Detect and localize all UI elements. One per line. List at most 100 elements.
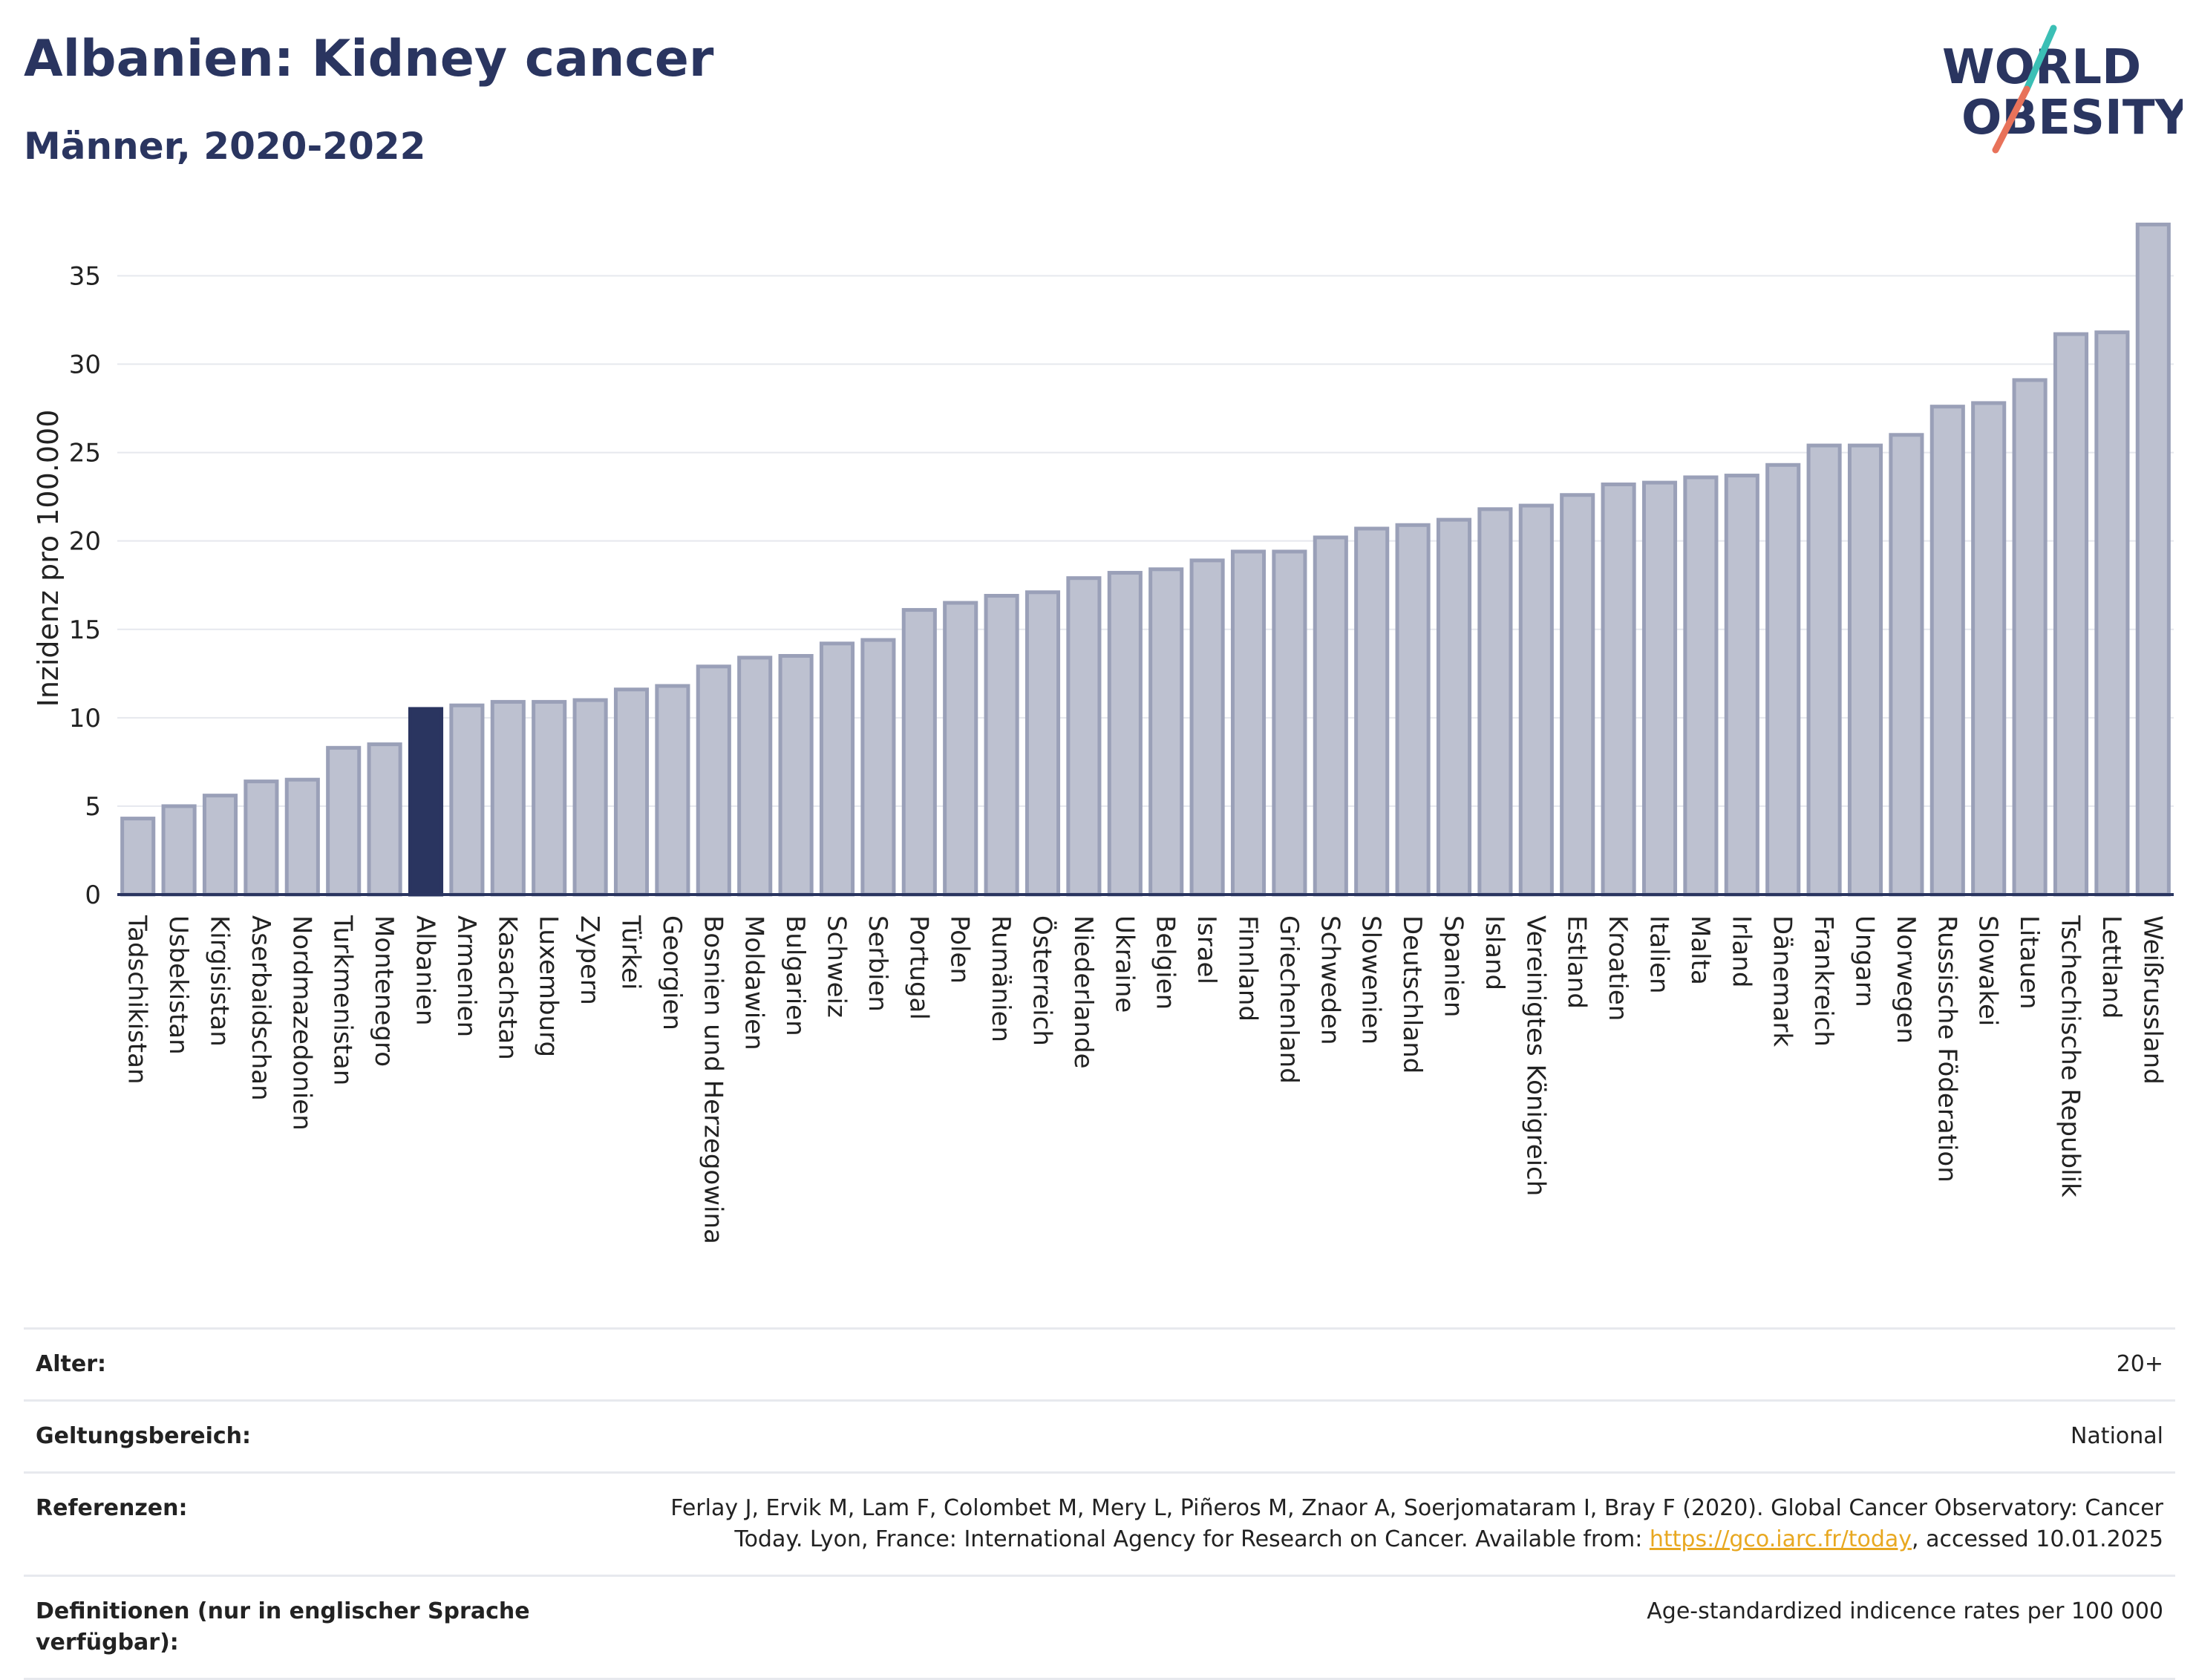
x-tick-label: Bulgarien [780, 915, 810, 1036]
meta-row-scope: Geltungsbereich: National [24, 1399, 2175, 1471]
chart-title: Albanien: Kidney cancer [24, 30, 714, 88]
x-tick-label: Ukraine [1109, 915, 1139, 1013]
bar-bosnien-und-herzegowina [696, 664, 731, 897]
meta-value-definitions: Age-standardized indicence rates per 100… [1647, 1598, 2163, 1624]
bar-israel [1189, 558, 1225, 897]
bar-kroatien [1601, 482, 1636, 897]
x-tick-label: Vereinigtes Königreich [1520, 915, 1550, 1196]
x-tick-label: Moldawien [739, 915, 769, 1050]
meta-label-references: Referenzen: [36, 1495, 188, 1521]
y-tick-label: 25 [69, 439, 101, 468]
reference-accessed: , accessed 10.01.2025 [1912, 1526, 2163, 1552]
meta-row-references: Referenzen: Ferlay J, Ervik M, Lam F, Co… [24, 1471, 2175, 1575]
x-tick-label: Slowenien [1356, 915, 1386, 1045]
bar-schweiz [819, 641, 855, 897]
bar-turkmenistan [326, 745, 362, 897]
bar-armenien [449, 703, 485, 897]
x-tick-label: Türkei [616, 915, 646, 990]
x-tick-label: Ungarn [1850, 915, 1880, 1007]
bar-irland [1724, 474, 1759, 897]
bar-niederlande [1066, 576, 1102, 897]
x-tick-label: Albanien [411, 915, 440, 1026]
bar-griechenland [1272, 549, 1307, 897]
bar-kirgisistan [202, 794, 238, 897]
x-tick-label: Italien [1644, 915, 1674, 994]
bar-vereinigtes-königreich [1518, 503, 1554, 897]
x-tick-label: Norwegen [1891, 915, 1921, 1044]
bar-estland [1560, 493, 1595, 897]
x-tick-label: Russische Föderation [1932, 915, 1961, 1183]
bar-moldawien [737, 656, 773, 897]
x-tick-label: Rumänien [986, 915, 1016, 1042]
x-tick-label: Zypern [575, 915, 604, 1005]
bar-tadschikistan [120, 817, 156, 897]
meta-row-age: Alter: 20+ [24, 1327, 2175, 1399]
bar-spanien [1436, 517, 1472, 897]
bar-norwegen [1889, 433, 1924, 897]
meta-label-age: Alter: [36, 1351, 106, 1377]
y-tick-label: 5 [85, 792, 101, 822]
bar-weißrussland [2135, 222, 2171, 897]
x-tick-label: Belgien [1151, 915, 1180, 1010]
x-tick-label: Kirgisistan [205, 915, 235, 1047]
x-tick-label: Schweiz [822, 915, 852, 1018]
bars [120, 222, 2171, 897]
reference-link[interactable]: https://gco.iarc.fr/today [1649, 1526, 1912, 1552]
x-tick-label: Island [1480, 915, 1509, 990]
y-tick-label: 10 [69, 704, 101, 733]
logo-slash-coral [1992, 85, 2030, 154]
bar-frankreich [1806, 443, 1842, 897]
meta-label-scope: Geltungsbereich: [36, 1423, 252, 1449]
bar-ukraine [1107, 571, 1143, 897]
y-tick-label: 20 [69, 527, 101, 557]
x-tick-label: Spanien [1439, 915, 1468, 1017]
x-tick-label: Usbekistan [163, 915, 193, 1055]
x-tick-label: Griechenland [1274, 915, 1304, 1084]
x-tick-label: Nordmazedonien [287, 915, 316, 1131]
x-tick-label: Finnland [1233, 915, 1263, 1022]
bar-deutschland [1395, 523, 1431, 897]
x-tick-label: Slowakei [1973, 915, 2003, 1026]
bar-usbekistan [161, 804, 197, 897]
bar-bulgarien [778, 653, 814, 897]
x-tick-label: Bosnien und Herzegowina [698, 915, 728, 1244]
bar-zypern [572, 698, 608, 897]
bar-luxemburg [532, 699, 567, 897]
logo-line2: OBESITY [1961, 91, 2183, 146]
x-tick-label: Dänemark [1768, 915, 1797, 1047]
x-tick-label: Tschechische Republik [2056, 915, 2085, 1197]
bar-chart: 0 5 10 15 20 25 30 35 Tadschikistan Usbekistan Ki… [32, 222, 2174, 1244]
bar-serbien [860, 638, 896, 897]
x-tick-label: Frankreich [1808, 915, 1838, 1047]
bar-finnland [1230, 549, 1267, 897]
bar-portugal [901, 608, 937, 897]
x-tick-label: Serbien [863, 915, 892, 1012]
bar-georgien [655, 684, 690, 897]
bar-russische-föderation [1929, 405, 1965, 897]
bar-slowenien [1354, 526, 1390, 897]
x-tick-label: Niederlande [1068, 915, 1098, 1069]
bar-lettland [2094, 330, 2130, 897]
x-tick-label: Schweden [1315, 915, 1344, 1045]
x-tick-label: Litauen [2014, 915, 2044, 1010]
bar-italien [1641, 480, 1678, 897]
x-tick-label: Israel [1192, 915, 1221, 984]
bar-albanien [408, 707, 444, 897]
bar-litauen [2012, 378, 2048, 897]
x-tick-label: Estland [1562, 915, 1592, 1009]
reference-text: Ferlay J, Ervik M, Lam F, Colombet M, Me… [670, 1495, 2163, 1552]
x-tick-label: Aserbaidschan [246, 915, 275, 1101]
bar-island [1477, 507, 1513, 897]
chart-subtitle: Männer, 2020-2022 [24, 125, 426, 168]
x-tick-label: Portugal [903, 915, 933, 1020]
x-tick-label: Irland [1726, 915, 1756, 987]
x-tick-label: Kroatien [1603, 915, 1633, 1021]
y-tick-label: 15 [69, 615, 101, 645]
meta-value-age: 20+ [2116, 1351, 2163, 1377]
bar-kasachstan [490, 699, 526, 897]
bar-tschechische-republik [2053, 332, 2089, 897]
x-tick-label: Georgien [657, 915, 687, 1030]
bar-österreich [1025, 590, 1061, 897]
bar-rumänien [984, 594, 1019, 897]
bar-montenegro [367, 742, 402, 897]
